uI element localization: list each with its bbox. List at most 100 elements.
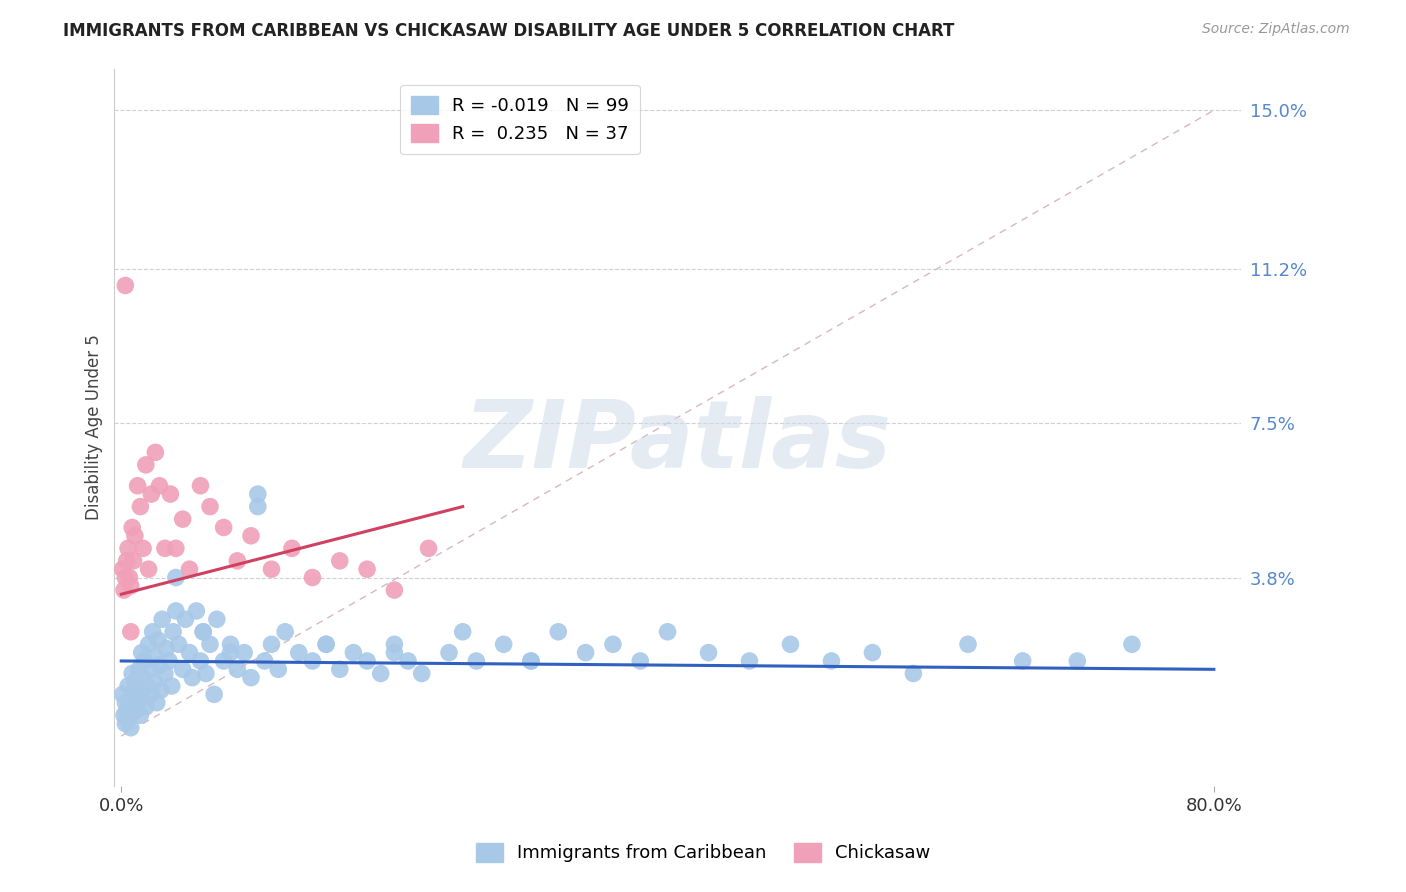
Point <box>226 662 249 676</box>
Point <box>267 662 290 676</box>
Point <box>124 529 146 543</box>
Point <box>111 562 134 576</box>
Point <box>329 662 352 676</box>
Point <box>202 687 225 701</box>
Point <box>628 654 651 668</box>
Point <box>117 541 139 556</box>
Point <box>226 554 249 568</box>
Point <box>384 637 406 651</box>
Point <box>142 624 165 639</box>
Point <box>114 716 136 731</box>
Point <box>301 570 323 584</box>
Point <box>114 278 136 293</box>
Point <box>155 641 177 656</box>
Point <box>212 654 235 668</box>
Point <box>315 637 337 651</box>
Point <box>165 604 187 618</box>
Point <box>134 654 156 668</box>
Point <box>575 646 598 660</box>
Point <box>240 529 263 543</box>
Point <box>172 512 194 526</box>
Point <box>153 666 176 681</box>
Point <box>246 500 269 514</box>
Point <box>356 562 378 576</box>
Point <box>165 541 187 556</box>
Point <box>122 554 145 568</box>
Point <box>465 654 488 668</box>
Point <box>547 624 569 639</box>
Point <box>396 654 419 668</box>
Point <box>145 696 167 710</box>
Point <box>146 633 169 648</box>
Point <box>418 541 440 556</box>
Point <box>121 666 143 681</box>
Point <box>148 658 170 673</box>
Point <box>384 582 406 597</box>
Point <box>139 662 162 676</box>
Point <box>233 646 256 660</box>
Point <box>738 654 761 668</box>
Point <box>129 500 152 514</box>
Point <box>121 520 143 534</box>
Point <box>141 687 163 701</box>
Point <box>135 699 157 714</box>
Point <box>167 637 190 651</box>
Point <box>145 445 167 459</box>
Point <box>451 624 474 639</box>
Legend: Immigrants from Caribbean, Chickasaw: Immigrants from Caribbean, Chickasaw <box>468 836 938 870</box>
Point <box>260 562 283 576</box>
Point <box>274 624 297 639</box>
Point <box>117 679 139 693</box>
Point <box>198 637 221 651</box>
Point <box>159 487 181 501</box>
Point <box>520 654 543 668</box>
Point <box>492 637 515 651</box>
Point <box>205 612 228 626</box>
Point <box>186 604 208 618</box>
Point <box>112 582 135 597</box>
Point <box>172 662 194 676</box>
Point <box>193 624 215 639</box>
Point <box>118 699 141 714</box>
Point <box>124 704 146 718</box>
Point <box>145 649 167 664</box>
Point <box>411 666 433 681</box>
Point <box>193 624 215 639</box>
Point <box>315 637 337 651</box>
Point <box>136 679 159 693</box>
Point <box>111 687 134 701</box>
Point <box>127 479 149 493</box>
Point <box>198 500 221 514</box>
Point <box>820 654 842 668</box>
Point <box>160 679 183 693</box>
Point <box>141 487 163 501</box>
Point <box>437 646 460 660</box>
Point <box>253 654 276 668</box>
Point <box>132 541 155 556</box>
Point <box>219 646 242 660</box>
Point <box>112 708 135 723</box>
Point <box>281 541 304 556</box>
Point <box>129 708 152 723</box>
Point <box>138 562 160 576</box>
Point <box>174 612 197 626</box>
Point <box>120 691 142 706</box>
Point <box>120 721 142 735</box>
Point <box>697 646 720 660</box>
Point <box>260 637 283 651</box>
Point <box>115 554 138 568</box>
Text: Source: ZipAtlas.com: Source: ZipAtlas.com <box>1202 22 1350 37</box>
Point <box>125 696 148 710</box>
Point <box>903 666 925 681</box>
Point <box>148 479 170 493</box>
Point <box>179 646 201 660</box>
Point <box>301 654 323 668</box>
Point <box>288 646 311 660</box>
Point <box>779 637 801 651</box>
Point <box>370 666 392 681</box>
Legend: R = -0.019   N = 99, R =  0.235   N = 37: R = -0.019 N = 99, R = 0.235 N = 37 <box>401 85 640 154</box>
Point <box>138 637 160 651</box>
Point <box>118 570 141 584</box>
Point <box>162 624 184 639</box>
Point <box>219 637 242 651</box>
